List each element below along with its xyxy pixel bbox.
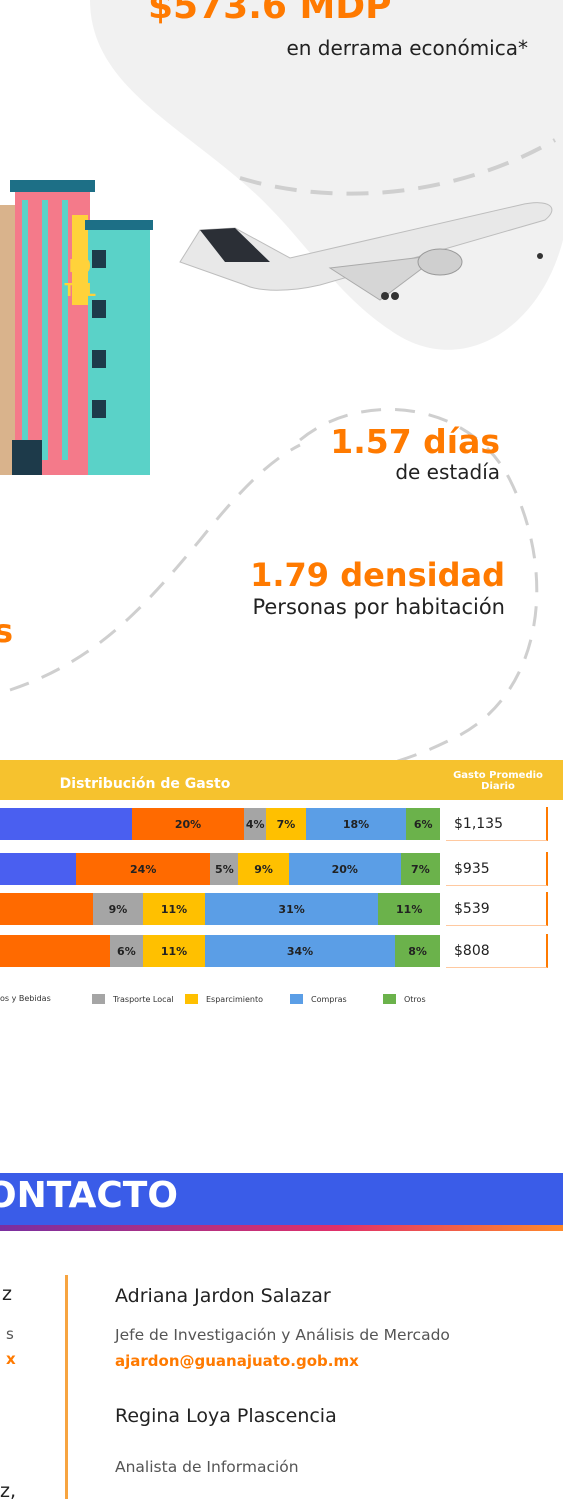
bar-segment: 7% <box>400 853 440 885</box>
left-fragment: s <box>6 1325 14 1343</box>
bar-row: 24% 5% 9% 20% 7% <box>0 853 440 885</box>
legend-label: Trasporte Local <box>113 994 174 1004</box>
banner-underline <box>0 1225 563 1231</box>
segment-label: 11% <box>160 944 188 958</box>
segment-label: 20% <box>331 862 358 876</box>
segment-label: 20% <box>174 817 202 831</box>
bar-segment: 31% <box>204 893 379 925</box>
dashed-path <box>239 138 556 196</box>
segment-label: 6% <box>117 944 136 958</box>
segment-label: 11% <box>396 902 423 916</box>
contact-name: Regina Loya Plascencia <box>115 1405 337 1427</box>
stay-caption: de estadía <box>395 460 500 484</box>
segment-label: 7% <box>276 817 296 831</box>
hotel-sign: HO <box>69 256 91 277</box>
bar-segment: 11% <box>143 935 205 967</box>
hotel-sign: TEL <box>64 280 97 301</box>
hotel-illustration <box>0 180 153 475</box>
legend-item: os y Bebidas <box>0 994 51 1003</box>
contact-name: Adriana Jardon Salazar <box>115 1285 331 1307</box>
segment-label: 11% <box>160 902 188 916</box>
legend-label: Esparcimiento <box>206 994 263 1004</box>
bar-segment-rest <box>0 935 110 967</box>
segment-label: 24% <box>130 862 157 876</box>
legend-item: Compras <box>290 994 347 1004</box>
segment-label: 34% <box>286 944 314 958</box>
stay: 1.57 días <box>330 422 500 461</box>
bar-segment: 5% <box>210 853 239 885</box>
bar-segment-rest <box>0 893 93 925</box>
column-divider <box>65 1275 68 1499</box>
legend-swatch <box>92 994 105 1004</box>
bar-row: 9% 11% 31% 11% <box>0 893 440 925</box>
amount: $573.6 MDP <box>148 0 392 27</box>
legend-label: Compras <box>311 994 347 1004</box>
bar-segment: 20% <box>132 808 244 840</box>
contact-role: Analista de Información <box>115 1458 299 1476</box>
bar-segment: 4% <box>244 808 267 840</box>
bar-segment: 18% <box>305 808 407 840</box>
dashed-path <box>299 407 539 777</box>
legend-item: Otros <box>383 994 426 1004</box>
contact-email[interactable]: ajardon@guanajuato.gob.mx <box>115 1352 359 1370</box>
segment-label: 31% <box>278 902 305 916</box>
bar-row: 20% 4% 7% 18% 6% <box>0 808 440 840</box>
daily-spend: $1,135 <box>446 807 548 841</box>
bar-segment-rest <box>0 853 76 885</box>
amount-caption: en derrama económica* <box>286 36 528 60</box>
bar-segment: 6% <box>406 808 440 840</box>
daily-header: Gasto Promedio Diario <box>453 770 543 792</box>
segment-label: 6% <box>413 817 433 831</box>
daily-spend: $808 <box>446 934 548 968</box>
segment-label: 4% <box>245 817 265 831</box>
daily-spend: $539 <box>446 892 548 926</box>
segment-label: 7% <box>411 862 430 876</box>
segment-label: 9% <box>108 902 128 916</box>
bar-segment-rest <box>0 808 132 840</box>
segment-label: 5% <box>215 862 234 876</box>
bar-segment: 11% <box>378 893 440 925</box>
dashed-path <box>9 443 301 692</box>
legend-label: os y Bebidas <box>0 994 51 1003</box>
density-caption: Personas por habitación <box>252 595 505 619</box>
bar-segment: 9% <box>238 853 289 885</box>
bar-segment: 9% <box>92 893 144 925</box>
contact-banner <box>0 1173 563 1225</box>
legend-swatch <box>290 994 303 1004</box>
left-fragment: z <box>2 1283 12 1305</box>
bar-segment: 34% <box>204 935 396 967</box>
legend-item: Trasporte Local <box>92 994 174 1004</box>
legend-item: Esparcimiento <box>185 994 263 1004</box>
left-fragment: z, <box>0 1480 17 1502</box>
contact-role: Jefe de Investigación y Análisis de Merc… <box>115 1326 450 1344</box>
density: 1.79 densidad <box>250 556 505 594</box>
segment-label: 18% <box>342 817 370 831</box>
contact-title: ONTACTO <box>0 1175 178 1216</box>
segment-label: 9% <box>254 862 273 876</box>
left-fragment: x <box>6 1350 16 1368</box>
bar-segment: 11% <box>143 893 205 925</box>
legend-swatch <box>383 994 396 1004</box>
daily-spend: $935 <box>446 852 548 886</box>
bar-segment: 24% <box>76 853 211 885</box>
legend-swatch <box>185 994 198 1004</box>
table-title: Distribución de Gasto <box>59 776 231 792</box>
bar-segment: 6% <box>109 935 144 967</box>
table-header <box>0 760 563 800</box>
bar-segment: 20% <box>288 853 401 885</box>
bar-segment: 7% <box>266 808 306 840</box>
partial-stat: s <box>0 612 14 650</box>
plane-illustration <box>179 202 553 301</box>
bar-row: 6% 11% 34% 8% <box>0 935 440 967</box>
segment-label: 8% <box>408 944 427 958</box>
bar-segment: 8% <box>395 935 440 967</box>
legend-label: Otros <box>404 994 426 1004</box>
